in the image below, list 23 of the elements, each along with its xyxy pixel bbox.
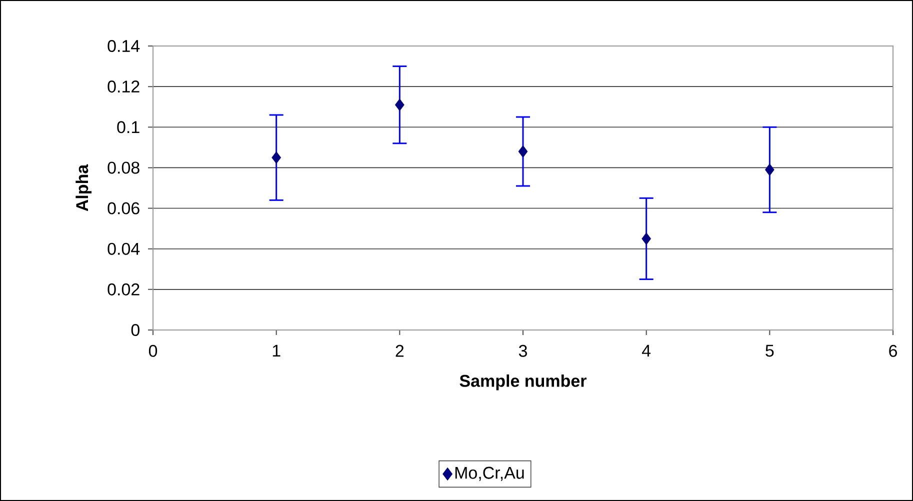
x-tick-label: 6: [889, 344, 897, 357]
y-tick-label: 0.08: [108, 162, 140, 174]
y-tick-label: 0.14: [108, 40, 140, 52]
x-axis-title: Sample number: [460, 374, 586, 390]
legend-label: Mo,Cr,Au: [455, 466, 524, 481]
x-tick-label: 3: [518, 344, 527, 357]
y-tick-label: 0.06: [108, 202, 140, 214]
x-tick-label: 5: [766, 344, 774, 357]
y-tick-label: 0.1: [117, 121, 140, 134]
x-tick-label: 0: [148, 344, 158, 357]
y-tick-label: 0.12: [108, 80, 140, 93]
y-axis-title: Alpha: [76, 164, 92, 212]
x-tick-label: 1: [272, 344, 280, 357]
point: [518, 145, 528, 158]
point: [642, 232, 652, 245]
x-tick-label: 2: [396, 344, 404, 357]
y-tick-label: 0.02: [108, 283, 140, 296]
x-tick-label: 4: [642, 344, 651, 357]
point: [394, 98, 404, 112]
y-tick-label: 0: [131, 324, 140, 336]
y-tick-label: 0.04: [108, 242, 140, 255]
point: [272, 151, 282, 164]
point: [764, 164, 774, 176]
